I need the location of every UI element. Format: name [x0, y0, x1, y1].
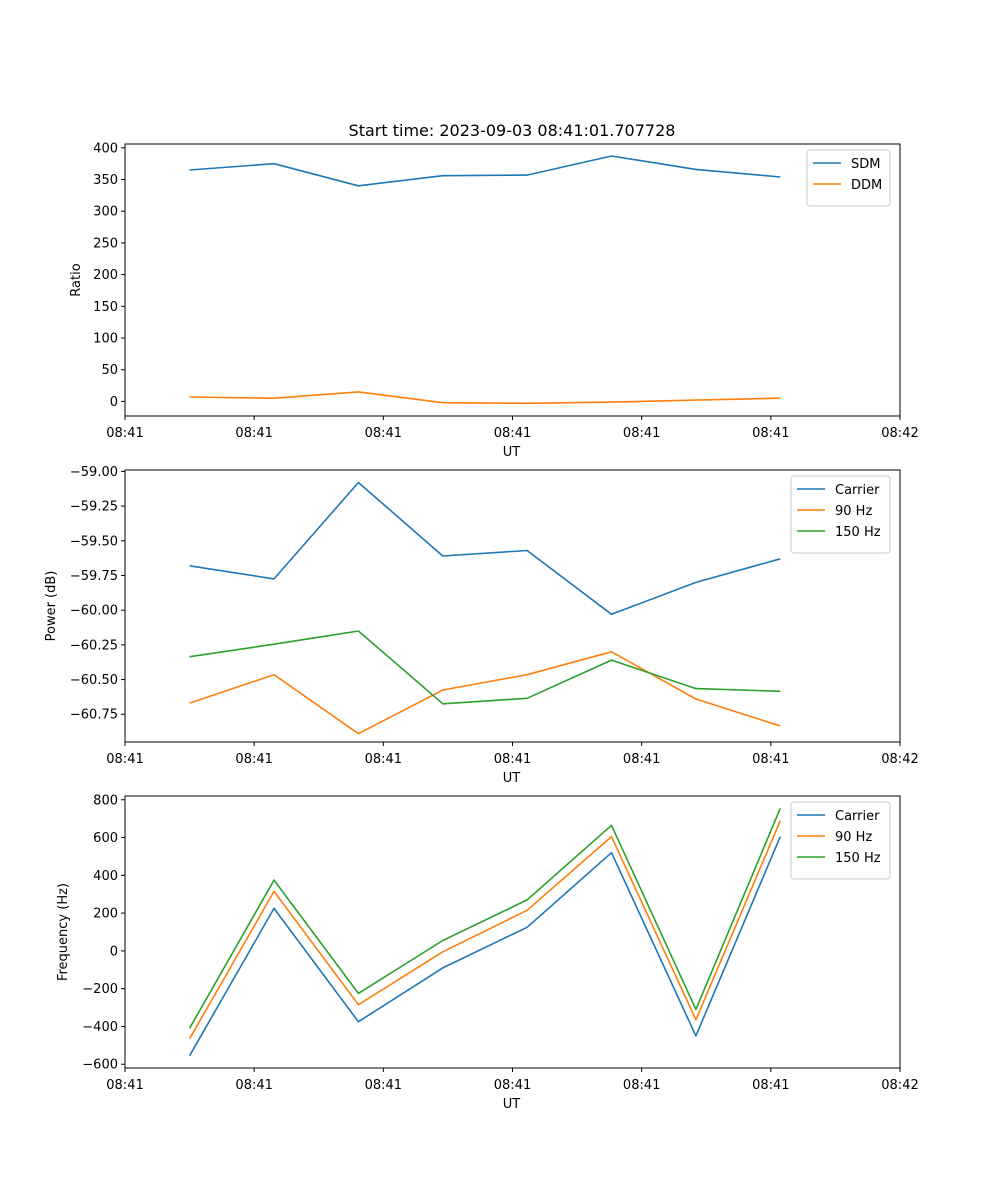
panel-2: 08:41 08:41 08:41 08:41 08:41 08:41 08:42 −59.0…: [44, 465, 919, 786]
x-tick-label: 08:41: [365, 752, 402, 767]
x-tick-label: 08:41: [752, 426, 789, 441]
legend-label-90-hz: 90 Hz: [835, 830, 872, 845]
legend: Carrier 90 Hz 150 Hz: [790, 801, 891, 880]
y-tick-label: 100: [93, 332, 118, 347]
legend-label-carrier: Carrier: [835, 809, 880, 824]
x-tick-label: 08:42: [881, 426, 918, 441]
y-tick-label: −59.25: [70, 500, 118, 515]
y-tick-label: −59.50: [70, 534, 118, 549]
y-tick-label: 200: [93, 268, 118, 283]
x-tick-label: 08:41: [752, 752, 789, 767]
y-tick-label: −600: [82, 1058, 118, 1073]
y-tick-label: −59.75: [70, 569, 118, 584]
chart-title: Start time: 2023-09-03 08:41:01.707728: [349, 121, 676, 140]
y-tick-label: 350: [93, 173, 118, 188]
x-axis-label: UT: [503, 445, 521, 460]
series-line-sdm: [189, 155, 781, 187]
x-tick-label: 08:41: [235, 752, 272, 767]
panel-3: 08:41 08:41 08:41 08:41 08:41 08:41 08:42 −600 −…: [56, 793, 919, 1112]
x-tick-label: 08:41: [365, 426, 402, 441]
panel-1: 08:41 08:41 08:41 08:41 08:41 08:41 08:42 0 50 10…: [69, 141, 919, 460]
y-tick-label: −400: [82, 1020, 118, 1035]
legend-label-150-hz: 150 Hz: [835, 525, 881, 540]
series-line-carrier: [188, 836, 782, 1057]
x-tick-label: 08:42: [881, 752, 918, 767]
x-tick-label: 08:41: [623, 1078, 660, 1093]
x-axis-label: UT: [503, 1097, 521, 1112]
plot-frame: [124, 469, 901, 743]
legend-box: [790, 475, 891, 554]
y-tick-label: 250: [93, 236, 118, 251]
x-tick-label: 08:41: [494, 426, 531, 441]
legend-label-carrier: Carrier: [835, 483, 880, 498]
series-line-90-hz: [189, 650, 781, 735]
plot-frame: [124, 143, 901, 417]
y-tick-label: 50: [101, 363, 118, 378]
y-tick-label: 0: [110, 395, 118, 410]
x-tick-label: 08:41: [235, 426, 272, 441]
plot-frame: [124, 795, 901, 1069]
y-axis-label: Ratio: [69, 263, 84, 296]
series-line-ddm: [189, 391, 781, 405]
y-tick-label: −60.00: [70, 604, 118, 619]
y-tick-label: −59.00: [70, 465, 118, 480]
series-line-150-hz: [188, 807, 782, 1029]
x-tick-label: 08:41: [106, 752, 143, 767]
y-tick-label: 150: [93, 300, 118, 315]
y-tick-label: 600: [93, 831, 118, 846]
y-tick-label: −60.25: [70, 638, 118, 653]
legend-label-sdm: SDM: [851, 157, 880, 172]
x-tick-label: 08:41: [235, 1078, 272, 1093]
legend: SDM DDM: [806, 149, 891, 207]
panels: 08:41 08:41 08:41 08:41 08:41 08:41 08:42 0 50 10…: [44, 141, 919, 1112]
y-tick-label: 400: [93, 869, 118, 884]
y-tick-label: −60.50: [70, 673, 118, 688]
y-tick-label: −60.75: [70, 708, 118, 723]
series-line-carrier: [189, 481, 781, 616]
legend-label-ddm: DDM: [851, 178, 882, 193]
y-axis-label: Frequency (Hz): [56, 883, 71, 981]
x-tick-label: 08:41: [494, 752, 531, 767]
x-tick-label: 08:41: [106, 1078, 143, 1093]
y-tick-label: 0: [110, 944, 118, 959]
y-tick-label: −200: [82, 982, 118, 997]
x-tick-label: 08:42: [881, 1078, 918, 1093]
series-line-90-hz: [188, 820, 782, 1040]
legend-label-90-hz: 90 Hz: [835, 504, 872, 519]
y-tick-label: 200: [93, 907, 118, 922]
x-tick-label: 08:41: [623, 426, 660, 441]
legend-box: [790, 801, 891, 880]
x-tick-label: 08:41: [494, 1078, 531, 1093]
x-tick-label: 08:41: [365, 1078, 402, 1093]
series-line-150-hz: [189, 630, 781, 705]
y-tick-label: 400: [93, 141, 118, 156]
legend-box: [806, 149, 891, 207]
y-tick-label: 300: [93, 205, 118, 220]
legend-label-150-hz: 150 Hz: [835, 851, 881, 866]
x-tick-label: 08:41: [106, 426, 143, 441]
x-tick-label: 08:41: [752, 1078, 789, 1093]
y-tick-label: 800: [93, 793, 118, 808]
x-tick-label: 08:41: [623, 752, 660, 767]
legend: Carrier 90 Hz 150 Hz: [790, 475, 891, 554]
x-axis-label: UT: [503, 771, 521, 786]
y-axis-label: Power (dB): [44, 571, 59, 642]
